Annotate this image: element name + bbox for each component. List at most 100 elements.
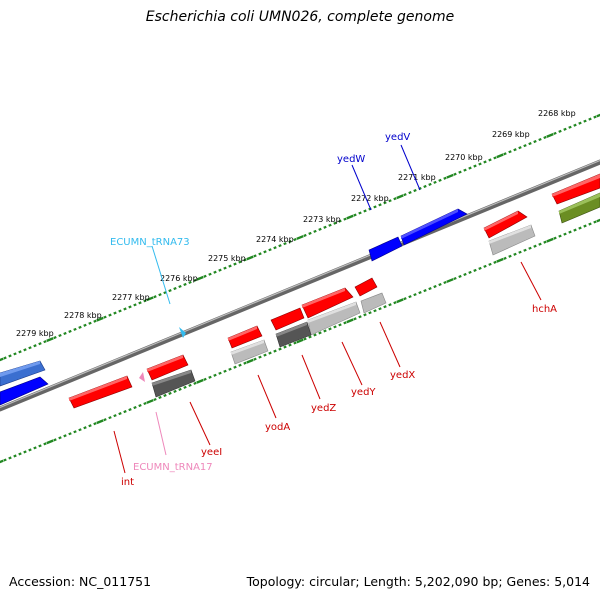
inner-minor-tick bbox=[93, 422, 97, 426]
inner-minor-tick bbox=[583, 224, 587, 228]
outer-minor-tick bbox=[273, 246, 277, 250]
gene-yedX[interactable] bbox=[354, 277, 378, 297]
feature-yedY-grey[interactable] bbox=[307, 301, 361, 336]
outer-minor-tick bbox=[453, 172, 457, 176]
map-title: Escherichia coli UMN026, complete genome bbox=[145, 9, 455, 25]
gene-yodA[interactable] bbox=[227, 325, 263, 349]
gene-hchA[interactable] bbox=[483, 210, 528, 239]
outer-minor-tick bbox=[553, 131, 557, 135]
feature-hchA-grey[interactable] bbox=[488, 224, 536, 256]
kbp-label-2270: 2270 kbp bbox=[445, 153, 483, 162]
feature-yeeI-dark[interactable] bbox=[151, 369, 196, 398]
outer-minor-tick bbox=[18, 350, 22, 354]
outer-minor-tick bbox=[358, 211, 362, 215]
kbp-label-2276: 2276 kbp bbox=[160, 274, 198, 283]
gene-label-group: yedV yedW ECUMN_tRNA73 hchA yedX yedY ye… bbox=[110, 132, 557, 488]
outer-minor-tick bbox=[388, 199, 392, 203]
outer-minor-tick bbox=[138, 301, 142, 305]
inner-minor-tick bbox=[258, 355, 262, 359]
trna17-marker[interactable] bbox=[139, 372, 145, 382]
gene-label-yedY[interactable]: yedY bbox=[351, 387, 376, 398]
feature-yodA-grey[interactable] bbox=[230, 339, 269, 365]
outer-minor-tick bbox=[473, 164, 477, 168]
outer-major-tick bbox=[196, 275, 204, 281]
gene-label-yedV[interactable]: yedV bbox=[385, 132, 410, 143]
trna73-marker[interactable] bbox=[179, 327, 186, 338]
gene-int[interactable] bbox=[68, 375, 133, 409]
inner-minor-tick bbox=[143, 401, 147, 406]
gene-label-int[interactable]: int bbox=[121, 477, 134, 488]
gene-yedZ[interactable] bbox=[270, 307, 305, 331]
kbp-label-2271: 2271 kbp bbox=[398, 173, 436, 182]
inner-minor-tick bbox=[373, 309, 377, 313]
outer-minor-tick bbox=[188, 280, 192, 284]
feature-right-olive[interactable] bbox=[558, 192, 600, 224]
inner-minor-tick bbox=[223, 369, 227, 373]
inner-minor-tick bbox=[328, 327, 332, 331]
outer-minor-tick bbox=[63, 331, 67, 336]
outer-minor-tick bbox=[423, 184, 427, 189]
outer-major-tick bbox=[46, 337, 54, 343]
outer-minor-tick bbox=[458, 170, 462, 174]
outer-minor-tick bbox=[283, 242, 287, 246]
gene-label-hchA[interactable]: hchA bbox=[532, 304, 557, 315]
inner-minor-tick bbox=[73, 430, 77, 434]
outer-major-tick bbox=[246, 255, 254, 261]
inner-major-tick bbox=[246, 358, 254, 364]
inner-minor-tick bbox=[353, 317, 357, 321]
inner-minor-tick bbox=[243, 361, 247, 365]
outer-minor-tick bbox=[308, 231, 312, 235]
gene-label-yodA[interactable]: yodA bbox=[265, 422, 290, 433]
inner-minor-tick bbox=[208, 375, 212, 379]
inner-minor-tick bbox=[453, 276, 457, 281]
inner-minor-tick bbox=[218, 371, 222, 375]
outer-minor-tick bbox=[443, 176, 447, 180]
gene-left-blue-2[interactable] bbox=[0, 376, 49, 406]
outer-minor-tick bbox=[153, 295, 157, 299]
outer-minor-tick bbox=[178, 284, 182, 289]
outer-minor-tick bbox=[573, 123, 577, 127]
inner-minor-tick bbox=[423, 289, 427, 293]
inner-minor-tick bbox=[553, 236, 557, 240]
inner-minor-tick bbox=[83, 426, 87, 430]
inner-minor-tick bbox=[238, 363, 242, 367]
inner-minor-tick bbox=[178, 387, 182, 391]
gene-label-ecumn-trna17[interactable]: ECUMN_tRNA17 bbox=[133, 462, 213, 473]
gene-yedW[interactable] bbox=[368, 236, 403, 262]
outer-minor-tick bbox=[103, 315, 107, 319]
gene-left-blue-1[interactable] bbox=[0, 360, 46, 387]
outer-major-tick bbox=[346, 214, 354, 220]
outer-minor-tick bbox=[563, 127, 567, 131]
inner-minor-tick bbox=[303, 337, 307, 341]
inner-minor-tick bbox=[418, 291, 422, 295]
gene-label-ecumn-trna73[interactable]: ECUMN_tRNA73 bbox=[110, 237, 190, 248]
outer-minor-tick bbox=[313, 229, 317, 233]
inner-minor-tick bbox=[233, 365, 237, 369]
gene-label-yedZ[interactable]: yedZ bbox=[311, 403, 336, 414]
inner-minor-tick bbox=[68, 432, 72, 436]
gene-yeeI[interactable] bbox=[146, 354, 189, 381]
inner-minor-tick bbox=[18, 452, 22, 456]
gene-yedY[interactable] bbox=[301, 287, 354, 319]
outer-major-tick bbox=[496, 153, 504, 159]
gene-label-yedX[interactable]: yedX bbox=[390, 370, 415, 381]
inner-minor-tick bbox=[203, 377, 207, 381]
outer-major-tick bbox=[446, 173, 454, 179]
inner-minor-tick bbox=[313, 333, 317, 337]
feature-yedX-grey[interactable] bbox=[360, 292, 387, 314]
gene-right-red[interactable] bbox=[551, 173, 600, 205]
inner-minor-tick bbox=[183, 385, 187, 389]
outer-minor-tick bbox=[363, 209, 367, 213]
gene-label-yeeI[interactable]: yeeI bbox=[201, 447, 222, 458]
outer-minor-tick bbox=[83, 323, 87, 327]
outer-minor-tick bbox=[38, 342, 42, 346]
gene-yedV[interactable] bbox=[400, 208, 468, 246]
inner-minor-tick bbox=[493, 260, 497, 264]
outer-minor-tick bbox=[428, 182, 432, 186]
feature-yedZ-dark[interactable] bbox=[275, 321, 312, 348]
inner-minor-tick bbox=[23, 450, 27, 454]
inner-minor-tick bbox=[428, 287, 432, 291]
gene-label-yedW[interactable]: yedW bbox=[337, 154, 365, 165]
inner-minor-tick bbox=[463, 272, 467, 276]
outer-minor-tick bbox=[203, 274, 207, 278]
